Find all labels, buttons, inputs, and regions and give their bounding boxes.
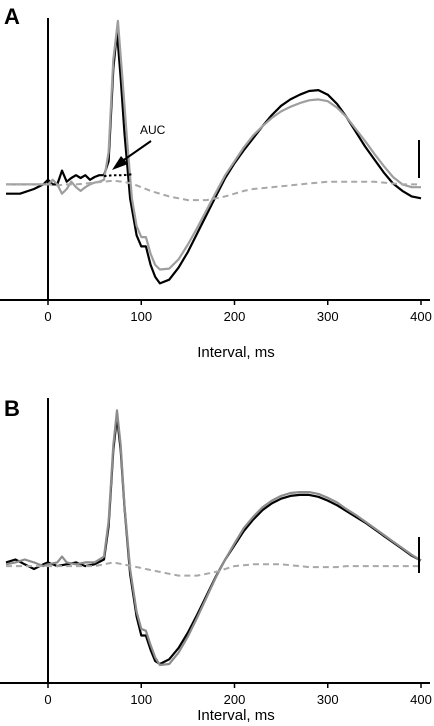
panel-a-x-tick-label-400: 400 <box>410 309 432 324</box>
panel-b: B 0 100 200 300 400 Interval, ms <box>0 396 432 724</box>
panel-a-series <box>6 19 422 285</box>
panel-a-letter: A <box>4 4 20 29</box>
panel-a-x-tick-label-200: 200 <box>224 309 246 324</box>
panel-a-x-label: Interval, ms <box>197 344 275 361</box>
panel-b-letter: B <box>4 396 20 421</box>
panel-b-x-label: Interval, ms <box>197 707 275 724</box>
panel-a-x-tick-label-300: 300 <box>317 309 339 324</box>
panel-a-auc-arrow-head <box>112 156 128 170</box>
panel-b-series <box>5 409 422 667</box>
panel-b-x-ticks: 0 100 200 300 400 <box>44 683 432 707</box>
panel-b-series-2-line <box>5 409 422 667</box>
panel-b-x-tick-label-100: 100 <box>130 692 152 707</box>
panel-a-x-tick-label-100: 100 <box>130 309 152 324</box>
panel-b-x-tick-label-400: 400 <box>410 692 432 707</box>
panel-b-x-tick-label-200: 200 <box>224 692 246 707</box>
panel-b-series-1-line <box>5 415 422 666</box>
panel-b-x-tick-label-0: 0 <box>44 692 51 707</box>
panel-a: A 0 100 200 300 400 AUC Interval, ms <box>0 4 432 361</box>
panel-a-auc-label: AUC <box>140 123 166 137</box>
panel-b-x-tick-label-300: 300 <box>317 692 339 707</box>
panel-a-x-ticks: 0 100 200 300 400 <box>44 300 432 324</box>
panel-a-series-2-line <box>6 19 421 271</box>
panel-a-x-tick-label-0: 0 <box>44 309 51 324</box>
panel-a-series-1-line <box>6 30 422 285</box>
panel-b-series-3-line <box>6 561 421 577</box>
